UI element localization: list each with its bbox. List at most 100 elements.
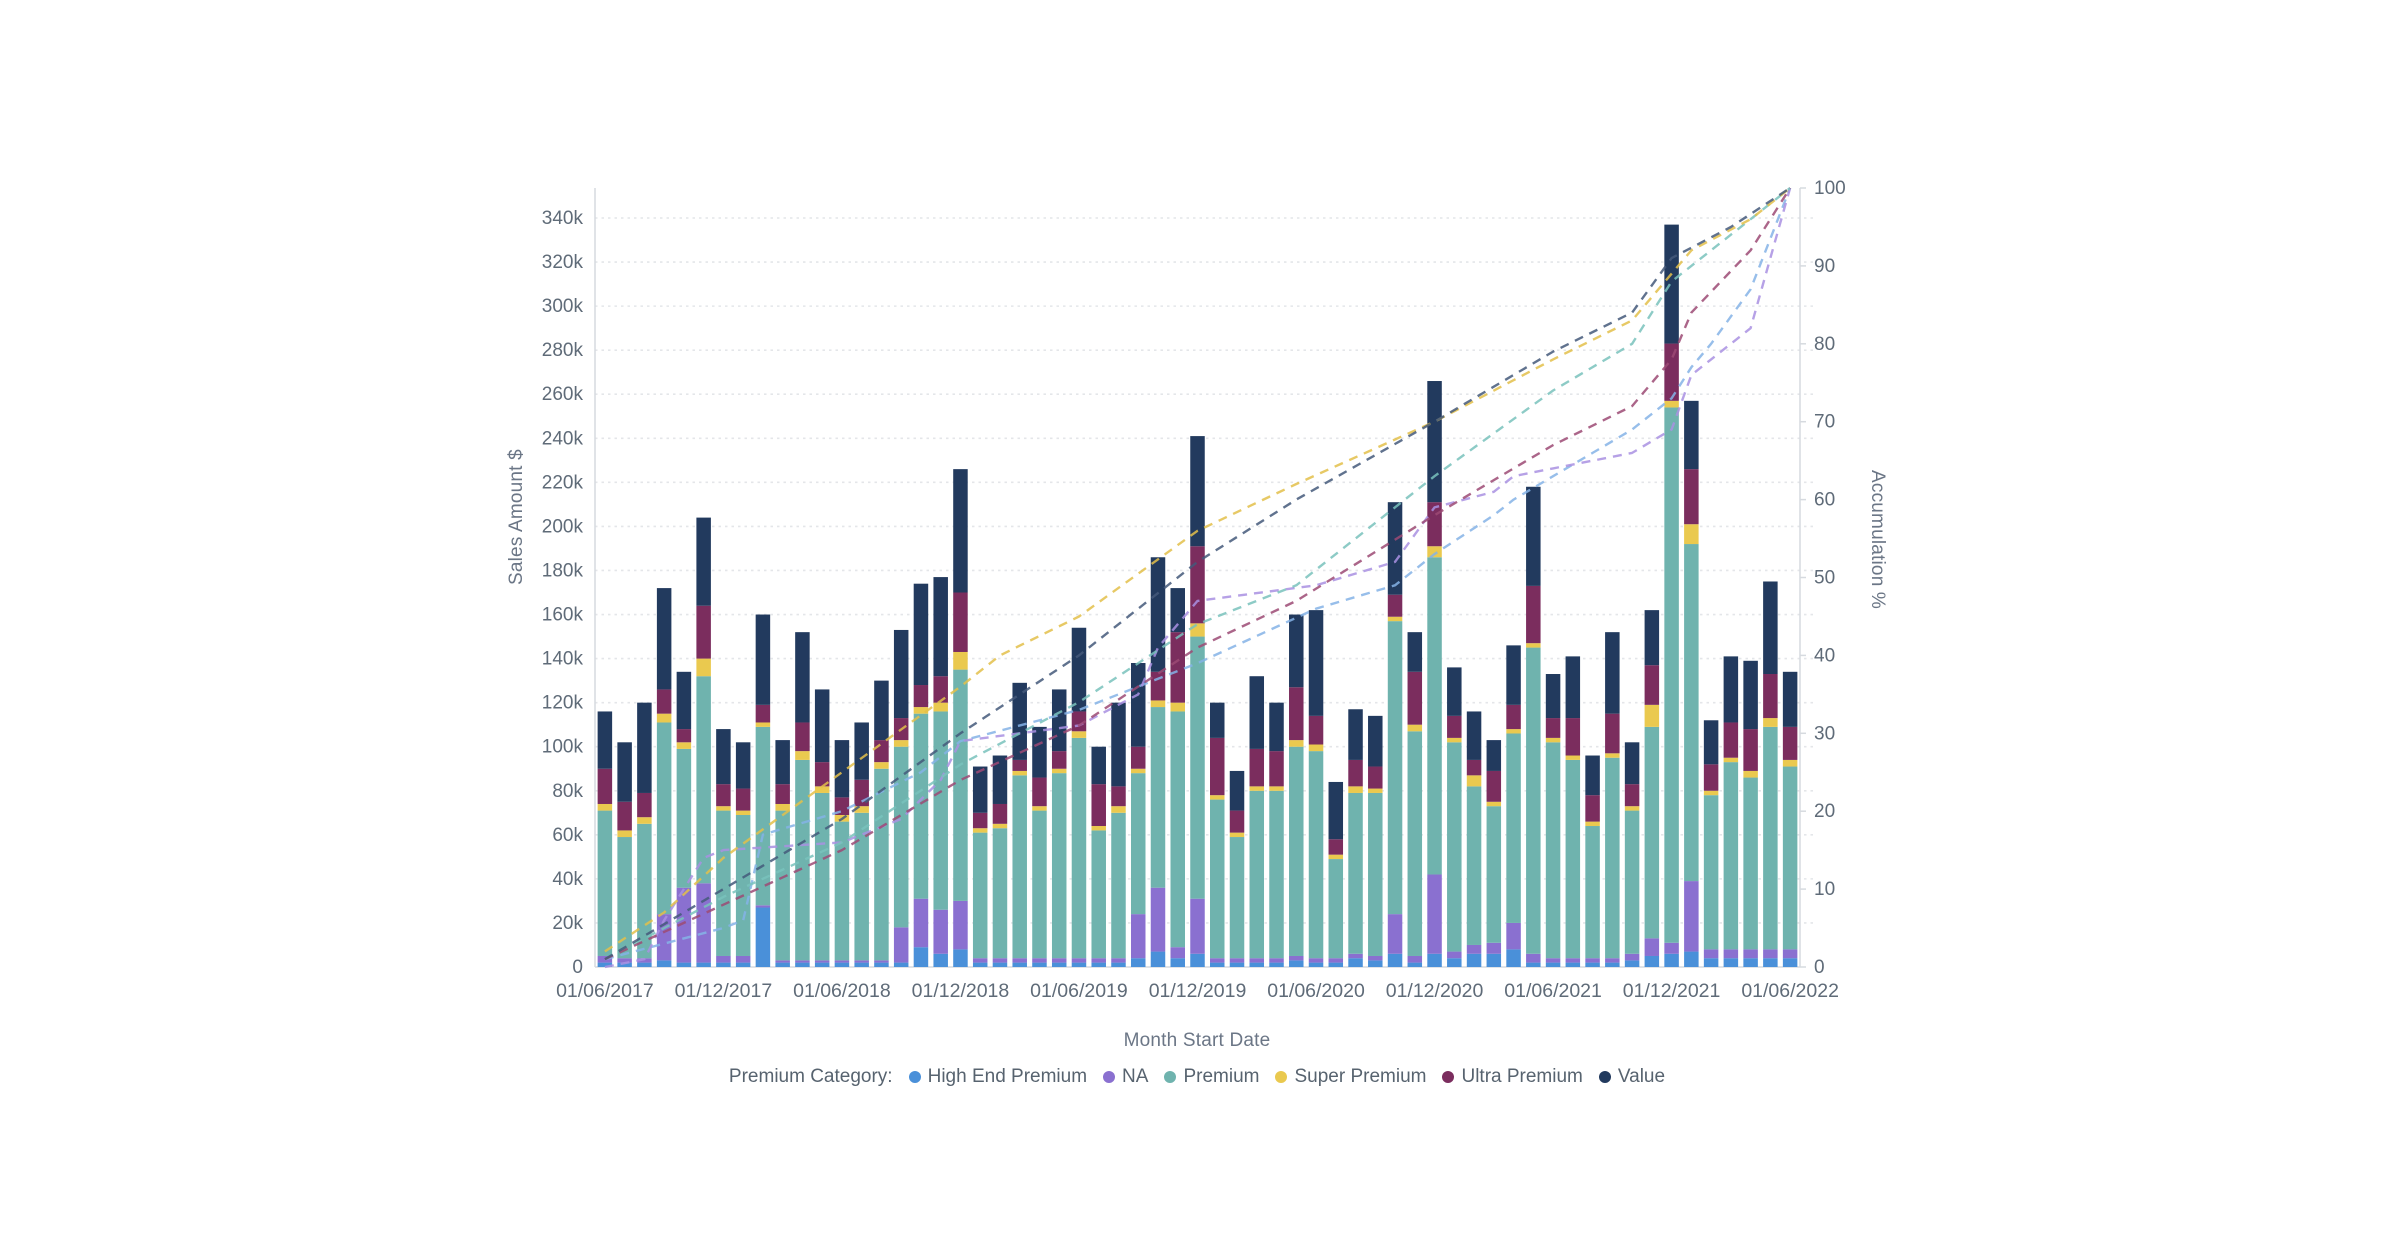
bar-segment-na[interactable] [1249, 958, 1265, 963]
bar-segment-high-end-premium[interactable] [1071, 962, 1087, 967]
bar-segment-ultra-premium[interactable] [775, 784, 790, 804]
bar-segment-value[interactable] [1249, 676, 1265, 749]
bar-month-19[interactable] [972, 766, 988, 967]
bar-segment-value[interactable] [1526, 486, 1541, 586]
bar-segment-na[interactable] [1269, 958, 1284, 963]
bar-segment-value[interactable] [755, 614, 771, 705]
bar-segment-na[interactable] [1743, 949, 1758, 959]
bar-segment-premium[interactable] [1782, 766, 1798, 950]
bar-segment-ultra-premium[interactable] [1782, 726, 1798, 760]
bar-segment-value[interactable] [893, 629, 909, 719]
bar-segment-ultra-premium[interactable] [1624, 784, 1640, 807]
bar-segment-super-premium[interactable] [1328, 854, 1344, 860]
cumulative-line-premium[interactable] [604, 187, 1791, 961]
bar-segment-premium[interactable] [1605, 757, 1620, 959]
bar-segment-super-premium[interactable] [637, 817, 652, 824]
bar-segment-na[interactable] [696, 883, 711, 963]
bar-segment-na[interactable] [1407, 955, 1423, 963]
bar-segment-high-end-premium[interactable] [1407, 962, 1423, 967]
bar-month-31[interactable] [1210, 702, 1225, 967]
bar-segment-super-premium[interactable] [676, 742, 692, 749]
bar-segment-high-end-premium[interactable] [1684, 951, 1699, 967]
bar-segment-value[interactable] [696, 517, 711, 606]
bar-segment-high-end-premium[interactable] [933, 953, 948, 967]
bar-segment-premium[interactable] [913, 713, 929, 899]
bar-segment-na[interactable] [933, 909, 948, 954]
bar-month-39[interactable] [1368, 715, 1383, 967]
bar-segment-super-premium[interactable] [1763, 718, 1778, 727]
bar-month-18[interactable] [953, 469, 968, 967]
bar-segment-value[interactable] [1427, 381, 1442, 503]
bar-segment-premium[interactable] [1427, 557, 1442, 875]
bar-segment-high-end-premium[interactable] [1526, 962, 1541, 967]
bar-segment-ultra-premium[interactable] [933, 676, 948, 703]
bar-segment-premium[interactable] [775, 810, 790, 961]
bar-segment-ultra-premium[interactable] [874, 740, 889, 763]
bar-segment-high-end-premium[interactable] [972, 962, 988, 967]
bar-segment-premium[interactable] [1387, 621, 1403, 915]
bar-segment-super-premium[interactable] [1743, 770, 1758, 778]
bar-segment-premium[interactable] [1684, 544, 1699, 882]
bar-segment-value[interactable] [972, 766, 988, 813]
cumulative-line-super-premium[interactable] [604, 187, 1791, 953]
bar-segment-high-end-premium[interactable] [953, 949, 968, 967]
bar-segment-premium[interactable] [1703, 795, 1719, 950]
bar-segment-premium[interactable] [1447, 742, 1462, 952]
bar-month-43[interactable] [1447, 667, 1462, 967]
bar-segment-premium[interactable] [1269, 790, 1284, 959]
bar-segment-super-premium[interactable] [874, 762, 889, 769]
bar-segment-ultra-premium[interactable] [735, 788, 751, 811]
legend-item-na[interactable]: NA [1103, 1066, 1148, 1088]
bar-segment-ultra-premium[interactable] [1170, 632, 1185, 703]
bar-month-32[interactable] [1229, 770, 1245, 967]
bar-segment-high-end-premium[interactable] [1466, 953, 1482, 967]
bar-segment-premium[interactable] [1664, 407, 1679, 943]
bar-segment-super-premium[interactable] [597, 803, 613, 811]
bar-segment-value[interactable] [913, 583, 929, 686]
bar-segment-ultra-premium[interactable] [617, 801, 632, 831]
bar-segment-value[interactable] [1111, 702, 1126, 787]
bar-segment-na[interactable] [1703, 949, 1719, 959]
bar-segment-super-premium[interactable] [1249, 786, 1265, 791]
bar-segment-premium[interactable] [874, 768, 889, 961]
bar-segment-value[interactable] [1447, 667, 1462, 716]
bar-segment-na[interactable] [1624, 953, 1640, 961]
bar-segment-premium[interactable] [1526, 647, 1541, 954]
bar-segment-na[interactable] [617, 958, 632, 963]
bar-segment-na[interactable] [854, 960, 869, 963]
bar-segment-super-premium[interactable] [814, 786, 830, 793]
bar-segment-ultra-premium[interactable] [1644, 665, 1660, 705]
bar-segment-premium[interactable] [1506, 733, 1521, 923]
bar-segment-ultra-premium[interactable] [1032, 777, 1047, 807]
bar-segment-na[interactable] [775, 960, 790, 963]
bar-segment-high-end-premium[interactable] [834, 962, 850, 967]
bar-month-47[interactable] [1526, 486, 1541, 967]
bar-segment-value[interactable] [1664, 224, 1679, 344]
bar-segment-super-premium[interactable] [1269, 786, 1284, 791]
bar-segment-high-end-premium[interactable] [1447, 958, 1462, 967]
bar-segment-premium[interactable] [1032, 810, 1047, 959]
bar-segment-super-premium[interactable] [716, 806, 731, 811]
bar-segment-premium[interactable] [1091, 830, 1106, 959]
bar-segment-super-premium[interactable] [1051, 768, 1067, 774]
bar-segment-na[interactable] [1051, 958, 1067, 963]
bar-month-49[interactable] [1565, 656, 1581, 967]
bar-segment-high-end-premium[interactable] [1348, 958, 1363, 967]
bar-segment-premium[interactable] [1545, 742, 1561, 959]
bar-segment-ultra-premium[interactable] [1605, 713, 1620, 754]
bar-segment-super-premium[interactable] [1585, 821, 1600, 827]
legend-item-ultra-premium[interactable]: Ultra Premium [1442, 1066, 1583, 1088]
bar-segment-high-end-premium[interactable] [1269, 962, 1284, 967]
bar-segment-na[interactable] [893, 927, 909, 963]
bar-segment-super-premium[interactable] [1684, 524, 1699, 545]
bar-segment-value[interactable] [834, 740, 850, 798]
bar-segment-high-end-premium[interactable] [874, 962, 889, 967]
bar-month-44[interactable] [1466, 711, 1482, 967]
bar-segment-premium[interactable] [1585, 826, 1600, 959]
bar-segment-ultra-premium[interactable] [834, 797, 850, 815]
bar-segment-premium[interactable] [1348, 792, 1363, 954]
bar-segment-super-premium[interactable] [1190, 623, 1205, 637]
bar-segment-high-end-premium[interactable] [755, 907, 771, 967]
bar-segment-ultra-premium[interactable] [1012, 759, 1027, 771]
bar-month-5[interactable] [696, 517, 711, 967]
